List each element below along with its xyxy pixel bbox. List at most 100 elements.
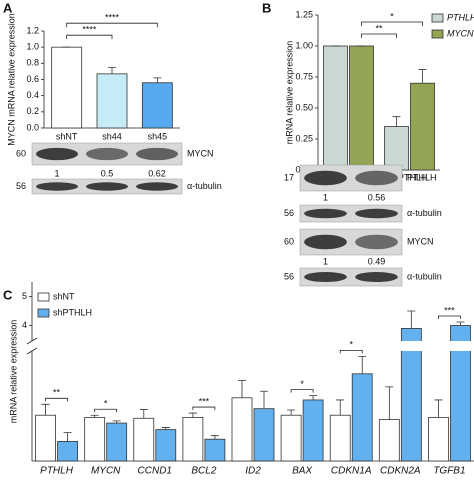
significance-bracket (94, 408, 118, 413)
panel-letter: A (3, 0, 13, 15)
error-bar (407, 310, 416, 329)
x-tick-label: TGFB1 (433, 466, 465, 477)
blot-size: 60 (16, 148, 26, 158)
y-axis-label: mRNA relative expression (8, 320, 18, 424)
bar (351, 373, 373, 462)
bar (96, 73, 128, 129)
quantification: 1 (54, 168, 59, 178)
error-bar (309, 395, 318, 400)
blot-band (355, 234, 398, 250)
significance-label: *** (199, 396, 210, 406)
legend-label: PTHLH (447, 12, 474, 22)
error-bar (41, 403, 50, 416)
legend-label: shNT (53, 291, 75, 301)
significance-label: * (349, 340, 353, 350)
bar (253, 408, 275, 462)
error-bar (188, 412, 197, 418)
blot-size: 56 (284, 271, 294, 281)
y-tick-label: 0.4 (26, 90, 39, 100)
blot-protein: MYCN (187, 148, 214, 158)
bar (84, 416, 106, 462)
y-tick-label: 0.6 (26, 74, 39, 84)
significance-bracket (192, 406, 216, 411)
legend-swatch (431, 13, 444, 23)
significance-label: * (104, 399, 108, 409)
error-bar (336, 399, 345, 416)
x-tick-label: sh45 (148, 131, 168, 141)
y-axis-label: mRNA relative expression (284, 41, 294, 145)
significance-bracket (339, 349, 363, 354)
x-tick-label: MYCN (91, 466, 121, 477)
quantification: 0.5 (101, 168, 114, 178)
y-axis-label: MYCN mRNA relative expression (6, 13, 16, 146)
blot-size: 17 (284, 172, 294, 182)
bar (231, 397, 253, 462)
y-tick-label: 4 (22, 320, 27, 330)
legend-label: MYCN (447, 28, 474, 38)
significance-bracket (361, 33, 397, 38)
bar (378, 419, 400, 462)
blot-band (86, 182, 128, 191)
blot-band (304, 170, 347, 186)
bar (51, 46, 83, 129)
y-tick-label: 1.00 (295, 40, 313, 50)
x-tick-label: PTHLH (40, 466, 74, 477)
blot-band (355, 271, 398, 283)
blot-protein: α-tubulin (187, 181, 222, 191)
x-tick-label: siPTHLH (391, 172, 427, 182)
legend-swatch (37, 292, 50, 302)
legend-swatch (37, 308, 50, 318)
y-tick-label: 0.8 (26, 58, 39, 68)
x-tick-label: ID2 (245, 466, 261, 477)
error-bar (139, 409, 148, 419)
bar (329, 414, 351, 462)
quantification: 1 (323, 192, 328, 202)
significance-bracket (66, 22, 158, 28)
significance-label: * (300, 379, 304, 389)
bar (182, 416, 204, 462)
x-tick-label: BCL2 (191, 466, 216, 477)
y-tick-label: 0.0 (26, 122, 39, 132)
bar (106, 422, 128, 462)
bar (349, 45, 374, 171)
y-tick-label: 1.0 (26, 42, 39, 52)
bar (323, 45, 348, 171)
error-bar (392, 116, 401, 127)
y-tick-label: 0.25 (295, 133, 313, 143)
significance-bracket (361, 21, 423, 26)
quantification: 0.49 (368, 256, 386, 266)
axis-break (26, 341, 474, 351)
significance-bracket (290, 389, 314, 393)
blot-band (136, 147, 178, 161)
bar (384, 126, 409, 171)
blot-band (304, 234, 347, 250)
bar (410, 82, 435, 171)
error-bar (210, 435, 219, 440)
bar (204, 438, 226, 462)
blot-protein: MYCN (407, 236, 434, 246)
error-bar (434, 399, 443, 418)
bar (302, 399, 324, 462)
error-bar (63, 432, 72, 442)
error-bar (161, 427, 170, 430)
blot-band (86, 147, 128, 161)
blot-size: 60 (284, 236, 294, 246)
blot-band (355, 208, 398, 219)
bar (35, 414, 56, 462)
significance-label: ** (375, 23, 383, 33)
bar (141, 82, 173, 129)
error-bar (238, 379, 246, 398)
bar (57, 440, 78, 462)
error-bar (112, 420, 121, 424)
quantification: 0.56 (368, 192, 386, 202)
error-bar (418, 69, 427, 84)
y-tick-label: 5 (22, 291, 27, 301)
blot-band (36, 147, 78, 161)
blot-protein: PTHLH (407, 172, 437, 182)
y-tick-label: 0.50 (295, 102, 313, 112)
bar (133, 417, 155, 462)
significance-label: ** (53, 388, 61, 398)
quantification: 0.62 (148, 168, 166, 178)
blot-size: 56 (284, 208, 294, 218)
legend-swatch (431, 29, 444, 39)
